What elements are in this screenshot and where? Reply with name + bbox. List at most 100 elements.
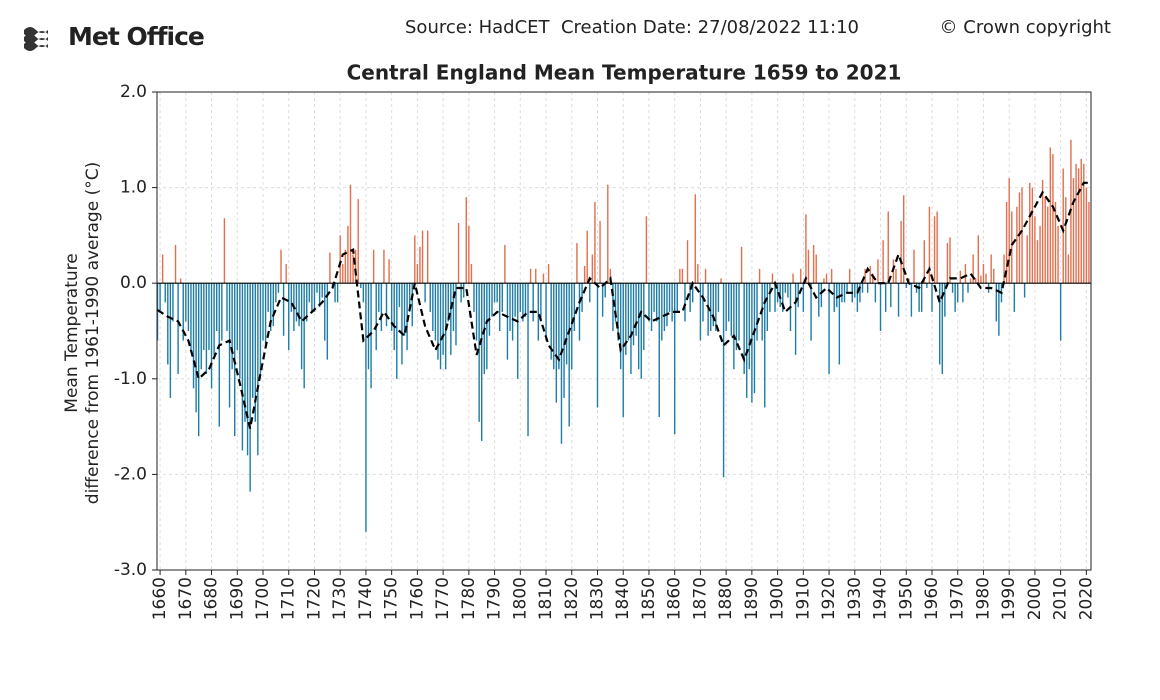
bar [573, 283, 576, 331]
bar [200, 283, 202, 370]
bar [506, 283, 509, 360]
bar [730, 283, 733, 336]
bar [877, 259, 879, 284]
bar [599, 221, 601, 284]
bar [673, 283, 676, 435]
bar [843, 283, 846, 303]
bar [450, 283, 452, 355]
x-tick-label: 1690 [227, 577, 247, 620]
bar [434, 283, 437, 341]
bar [1041, 179, 1044, 284]
bar [879, 283, 882, 331]
bar [486, 283, 488, 370]
bar [661, 283, 663, 341]
bar [897, 283, 900, 317]
bar [174, 244, 177, 284]
y-tick-label: 2.0 [120, 82, 147, 102]
x-tick-label: 1820 [562, 577, 582, 620]
bar [210, 283, 213, 389]
bar [1013, 283, 1016, 312]
bar [1054, 201, 1057, 284]
bar [524, 283, 527, 317]
x-tick-label: 1700 [253, 577, 273, 620]
chart-title: Central England Mean Temperature 1659 to… [347, 61, 902, 85]
bar [1065, 197, 1067, 284]
bar [205, 283, 208, 375]
bar [1088, 201, 1090, 284]
bar [388, 259, 390, 284]
bar [637, 283, 640, 370]
bar [509, 283, 511, 331]
bar [419, 246, 421, 284]
bar [282, 283, 285, 336]
bar [596, 283, 599, 408]
logo-icon [24, 27, 48, 51]
bar [668, 283, 671, 312]
bar [697, 264, 699, 284]
bar [874, 283, 877, 303]
bar [792, 273, 794, 284]
bar [223, 218, 226, 284]
bar [185, 283, 187, 322]
bar [244, 283, 246, 422]
bar [910, 283, 913, 317]
bar [1049, 147, 1052, 284]
bar [797, 283, 799, 308]
y-tick-label: -2.0 [114, 464, 147, 484]
bar [962, 283, 964, 303]
bar [681, 268, 684, 284]
bar [365, 283, 367, 532]
bar [478, 283, 480, 422]
bar [272, 283, 275, 327]
bar [285, 264, 287, 284]
bar [1026, 235, 1028, 284]
bar [861, 283, 864, 293]
bar [586, 230, 588, 284]
bar [833, 283, 835, 312]
bar [473, 283, 475, 312]
bar [841, 283, 843, 303]
bar [221, 283, 223, 341]
bar [334, 283, 336, 303]
bar [782, 283, 784, 312]
bar [321, 283, 323, 298]
bar [882, 240, 884, 284]
bar [290, 283, 293, 312]
bar [215, 283, 218, 331]
smoothed-line [156, 181, 1089, 429]
bar [1016, 206, 1018, 284]
bar [990, 254, 992, 284]
bar [607, 184, 609, 284]
bar [1052, 154, 1054, 284]
x-tick-label: 1720 [304, 577, 324, 620]
x-tick-label: 1850 [639, 577, 659, 620]
bar [1072, 178, 1075, 284]
bar [1029, 182, 1031, 284]
bar [421, 230, 424, 284]
bar [571, 283, 573, 370]
bar [226, 283, 228, 331]
bar [504, 244, 506, 284]
bar [336, 283, 339, 303]
x-tick-label: 1840 [613, 577, 633, 620]
bar [444, 283, 447, 370]
bar [702, 283, 704, 322]
bar [933, 216, 936, 284]
bar [828, 283, 830, 375]
bar [856, 283, 859, 312]
bar [902, 195, 905, 284]
bar [367, 283, 370, 370]
bar [375, 283, 377, 351]
bar [499, 283, 501, 331]
bar [398, 283, 401, 308]
x-tick-label: 1670 [176, 577, 196, 620]
bar [635, 283, 637, 336]
bar [306, 283, 308, 322]
bar [655, 283, 658, 322]
bar [231, 283, 233, 370]
bar [663, 283, 666, 331]
y-tick-label: 1.0 [120, 178, 147, 198]
bar [1059, 283, 1062, 341]
bar [643, 283, 645, 351]
bar [1044, 197, 1046, 284]
